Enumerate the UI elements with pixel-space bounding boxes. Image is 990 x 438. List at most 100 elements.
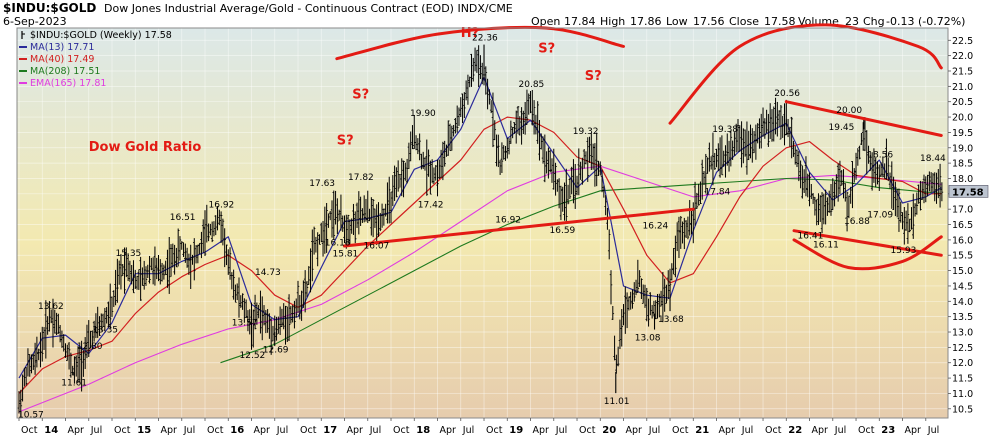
low-value: 17.56	[693, 15, 725, 28]
value-label: 19.38	[712, 125, 738, 135]
value-label: 13.08	[635, 334, 661, 344]
high-value: 17.86	[630, 15, 662, 28]
value-label: 17.09	[867, 210, 893, 220]
y-tick-label: 20.0	[952, 113, 973, 124]
y-tick-label: 13.0	[952, 328, 973, 339]
lower-trendline	[792, 229, 943, 257]
volume-value: 23	[845, 15, 859, 28]
x-tick-label: Oct	[486, 425, 503, 436]
y-tick-label: 15.0	[952, 266, 973, 277]
series-layer	[17, 44, 944, 417]
y-tick-label: 22.5	[952, 36, 973, 47]
y-tick-label: 21.0	[952, 82, 973, 93]
x-tick-label: 17	[323, 425, 337, 436]
value-label: 19.32	[573, 127, 599, 137]
x-tick-label: 15	[137, 425, 151, 436]
neckline-trendline	[343, 207, 695, 248]
x-tick-label: Jul	[183, 425, 195, 436]
upper-trendline	[784, 100, 943, 137]
x-tick-label: Apr	[812, 425, 829, 436]
close-label: Close	[729, 15, 759, 28]
value-label: 16.88	[844, 217, 870, 227]
value-label: 20.85	[519, 80, 545, 90]
y-tick-label: 14.0	[952, 297, 973, 308]
x-tick-label: Jul	[276, 425, 288, 436]
y-tick-label: 16.5	[952, 220, 973, 231]
red-text-label: H?	[461, 26, 479, 41]
red-text-label: S?	[337, 134, 354, 149]
value-label: 20.56	[774, 89, 800, 99]
chg-value: -0.13 (-0.72%)	[886, 15, 965, 28]
chart-date: 6-Sep-2023	[3, 15, 67, 28]
y-tick-label: 22.0	[952, 51, 973, 62]
value-label: 17.63	[309, 179, 335, 189]
y-axis: 10.5 11.0 11.5 12.0 12.5 13.0 13.5 14.0 14.5 15.0…	[948, 36, 989, 415]
x-tick-label: Apr	[440, 425, 457, 436]
x-tick-label: Oct	[393, 425, 410, 436]
value-label: 15.93	[891, 246, 917, 256]
y-tick-label: 21.5	[952, 66, 973, 77]
x-tick-label: Apr	[161, 425, 178, 436]
x-tick-label: 19	[509, 425, 523, 436]
y-tick-label: 16.0	[952, 235, 973, 246]
x-tick-label: Apr	[533, 425, 550, 436]
plot-background	[17, 28, 948, 418]
value-label: 15.35	[116, 249, 142, 259]
value-annotations: 10.57 13.62 11.61 12.80 13.35 15.35 16.51 16.92…	[18, 34, 946, 421]
x-tick-label: Jul	[369, 425, 381, 436]
y-tick-label: 11.5	[952, 374, 973, 385]
x-tick-label: Jul	[648, 425, 660, 436]
value-label: 19.90	[410, 109, 436, 119]
value-label: 20.00	[836, 106, 862, 116]
value-label: 16.07	[364, 242, 390, 252]
x-tick-label: Jul	[555, 425, 567, 436]
value-label: 17.82	[348, 173, 374, 183]
x-tick-label: Jul	[927, 425, 939, 436]
x-tick-label: Jul	[462, 425, 474, 436]
x-tick-label: Oct	[765, 425, 782, 436]
value-label: 12.52	[240, 351, 266, 361]
arc-top-right	[668, 23, 943, 125]
open-label: Open	[531, 15, 560, 28]
value-label: 16.59	[550, 226, 576, 236]
value-label: 18.44	[920, 154, 946, 164]
ohlc-bars	[17, 44, 944, 417]
value-label: 12.69	[263, 346, 289, 356]
x-tick-label: 22	[788, 425, 802, 436]
close-value: 17.58	[764, 15, 796, 28]
red-text-label: S?	[538, 42, 555, 57]
x-tick-label: Oct	[672, 425, 689, 436]
chart-description: Dow Jones Industrial Average/Gold - Cont…	[104, 2, 513, 15]
x-tick-label: Apr	[347, 425, 364, 436]
value-label: 13.62	[38, 302, 64, 312]
red-text-label: S?	[352, 88, 369, 103]
y-tick-label: 15.5	[952, 251, 973, 262]
low-label: Low	[666, 15, 688, 28]
value-label: 16.51	[170, 213, 196, 223]
value-label: 13.35	[92, 325, 118, 335]
value-label: 16.18	[325, 238, 351, 248]
plot-frame	[16, 27, 949, 419]
value-label: 15.81	[333, 250, 359, 260]
x-axis: Oct 14 Apr Jul Oct 15 Apr Jul Oct 16 Apr Jul Oct 17 Ap…	[18, 418, 939, 436]
ohlc-summary: Open 17.84 High 17.86 Low 17.56 Close 17…	[531, 15, 965, 28]
y-tick-label: 17.0	[952, 205, 973, 216]
value-label: 16.11	[813, 241, 839, 251]
value-label: 16.92	[495, 216, 521, 226]
red-text-label: S?	[585, 69, 602, 84]
value-label: 19.45	[829, 123, 855, 133]
value-label: 22.36	[472, 34, 498, 44]
arc-top-left	[335, 25, 625, 61]
legend-entry: MA(40) 17.49	[30, 54, 94, 65]
last-price-box	[948, 185, 989, 198]
x-tick-label: 16	[230, 425, 244, 436]
y-tick-label: 19.0	[952, 143, 973, 154]
x-tick-label: 23	[881, 425, 895, 436]
y-tick-label: 13.5	[952, 312, 973, 323]
y-tick-label: 12.5	[952, 343, 973, 354]
y-tick-label: 20.5	[952, 97, 973, 108]
x-tick-label: Oct	[207, 425, 224, 436]
value-label: 16.92	[209, 201, 235, 211]
